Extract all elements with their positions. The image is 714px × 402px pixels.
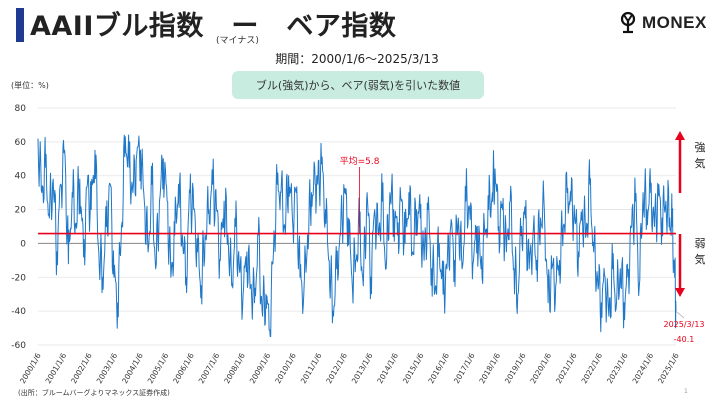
bear-label-char-2: 気 <box>695 252 706 266</box>
x-tick-label-6: 2006/1/6 <box>171 351 196 385</box>
x-tick-label-17: 2017/1/6 <box>452 351 477 385</box>
mean-label: 平均=5.8 <box>340 155 380 167</box>
x-tick-label-21: 2021/1/6 <box>554 351 579 385</box>
unit-label: (単位：%) <box>11 81 49 90</box>
x-tick-label-20: 2020/1/6 <box>528 351 553 385</box>
y-tick-labels: 80 60 40 20 0 -20 -40 -60 <box>11 104 26 351</box>
x-tick-label-25: 2025/1/6 <box>656 351 681 385</box>
last-point-leader <box>675 311 685 319</box>
x-tick-labels: 2000/1/6 2001/1/6 2002/1/6 2003/1/6 2004/1/6… <box>18 351 681 385</box>
bull-arrow <box>675 131 685 193</box>
description-pill: ブル(強気)から、ベア(弱気)を引いた数値 <box>232 71 484 99</box>
x-tick-label-24: 2024/1/6 <box>631 351 656 385</box>
monex-logo-text: MONEX <box>642 13 707 32</box>
monex-logo-icon <box>620 12 636 34</box>
bull-label-char-1: 強 <box>695 141 706 154</box>
x-tick-label-4: 2004/1/6 <box>120 351 145 385</box>
x-tick-label-14: 2014/1/6 <box>375 351 400 385</box>
page-number: 1 <box>684 388 688 395</box>
x-tick-label-11: 2011/1/6 <box>299 351 324 385</box>
chart-title: AAIIブル指数 ー ベア指数 <box>30 11 397 42</box>
chart-title-note: (マイナス) <box>216 36 259 46</box>
x-tick-label-2: 2002/1/6 <box>69 351 94 385</box>
x-tick-label-16: 2016/1/6 <box>426 351 451 385</box>
x-tick-label-8: 2008/1/6 <box>222 351 247 385</box>
last-point-value: -40.1 <box>674 335 695 344</box>
y-tick-label-6: -40 <box>11 307 26 317</box>
x-tick-label-19: 2019/1/6 <box>503 351 528 385</box>
x-tick-label-1: 2001/1/6 <box>44 351 69 385</box>
x-tick-label-18: 2018/1/6 <box>477 351 502 385</box>
x-tick-label-3: 2003/1/6 <box>95 351 120 385</box>
x-tick-label-15: 2015/1/6 <box>401 351 426 385</box>
y-tick-label-1: 60 <box>15 138 27 148</box>
x-tick-label-23: 2023/1/6 <box>605 351 630 385</box>
x-tick-label-5: 2005/1/6 <box>146 351 171 385</box>
x-tick-label-0: 2000/1/6 <box>18 351 43 385</box>
x-tick-label-12: 2012/1/6 <box>324 351 349 385</box>
source-note: (出所：ブルームバーグよりマネックス証券作成) <box>18 389 170 397</box>
bull-label-char-2: 気 <box>695 156 706 170</box>
y-tick-label-2: 40 <box>15 172 27 182</box>
x-tick-label-22: 2022/1/6 <box>580 351 605 385</box>
y-tick-label-4: 0 <box>20 239 26 249</box>
bear-arrow <box>675 234 685 297</box>
x-tick-label-10: 2010/1/6 <box>273 351 298 385</box>
y-tick-label-0: 80 <box>15 104 27 114</box>
x-tick-label-9: 2009/1/6 <box>248 351 273 385</box>
x-tick-label-7: 2007/1/6 <box>197 351 222 385</box>
x-tick-label-13: 2013/1/6 <box>350 351 375 385</box>
period-label: 期間：2000/1/6～2025/3/13 <box>275 52 439 66</box>
y-tick-label-3: 20 <box>15 206 27 216</box>
y-tick-label-7: -60 <box>11 341 26 351</box>
bear-label-char-1: 弱 <box>695 237 706 250</box>
y-tick-label-5: -20 <box>11 273 26 283</box>
title-accent-bar <box>16 8 24 42</box>
monex-logo: MONEX <box>618 12 707 34</box>
last-point-date: 2025/3/13 <box>663 320 704 329</box>
grid-lines <box>38 107 676 346</box>
